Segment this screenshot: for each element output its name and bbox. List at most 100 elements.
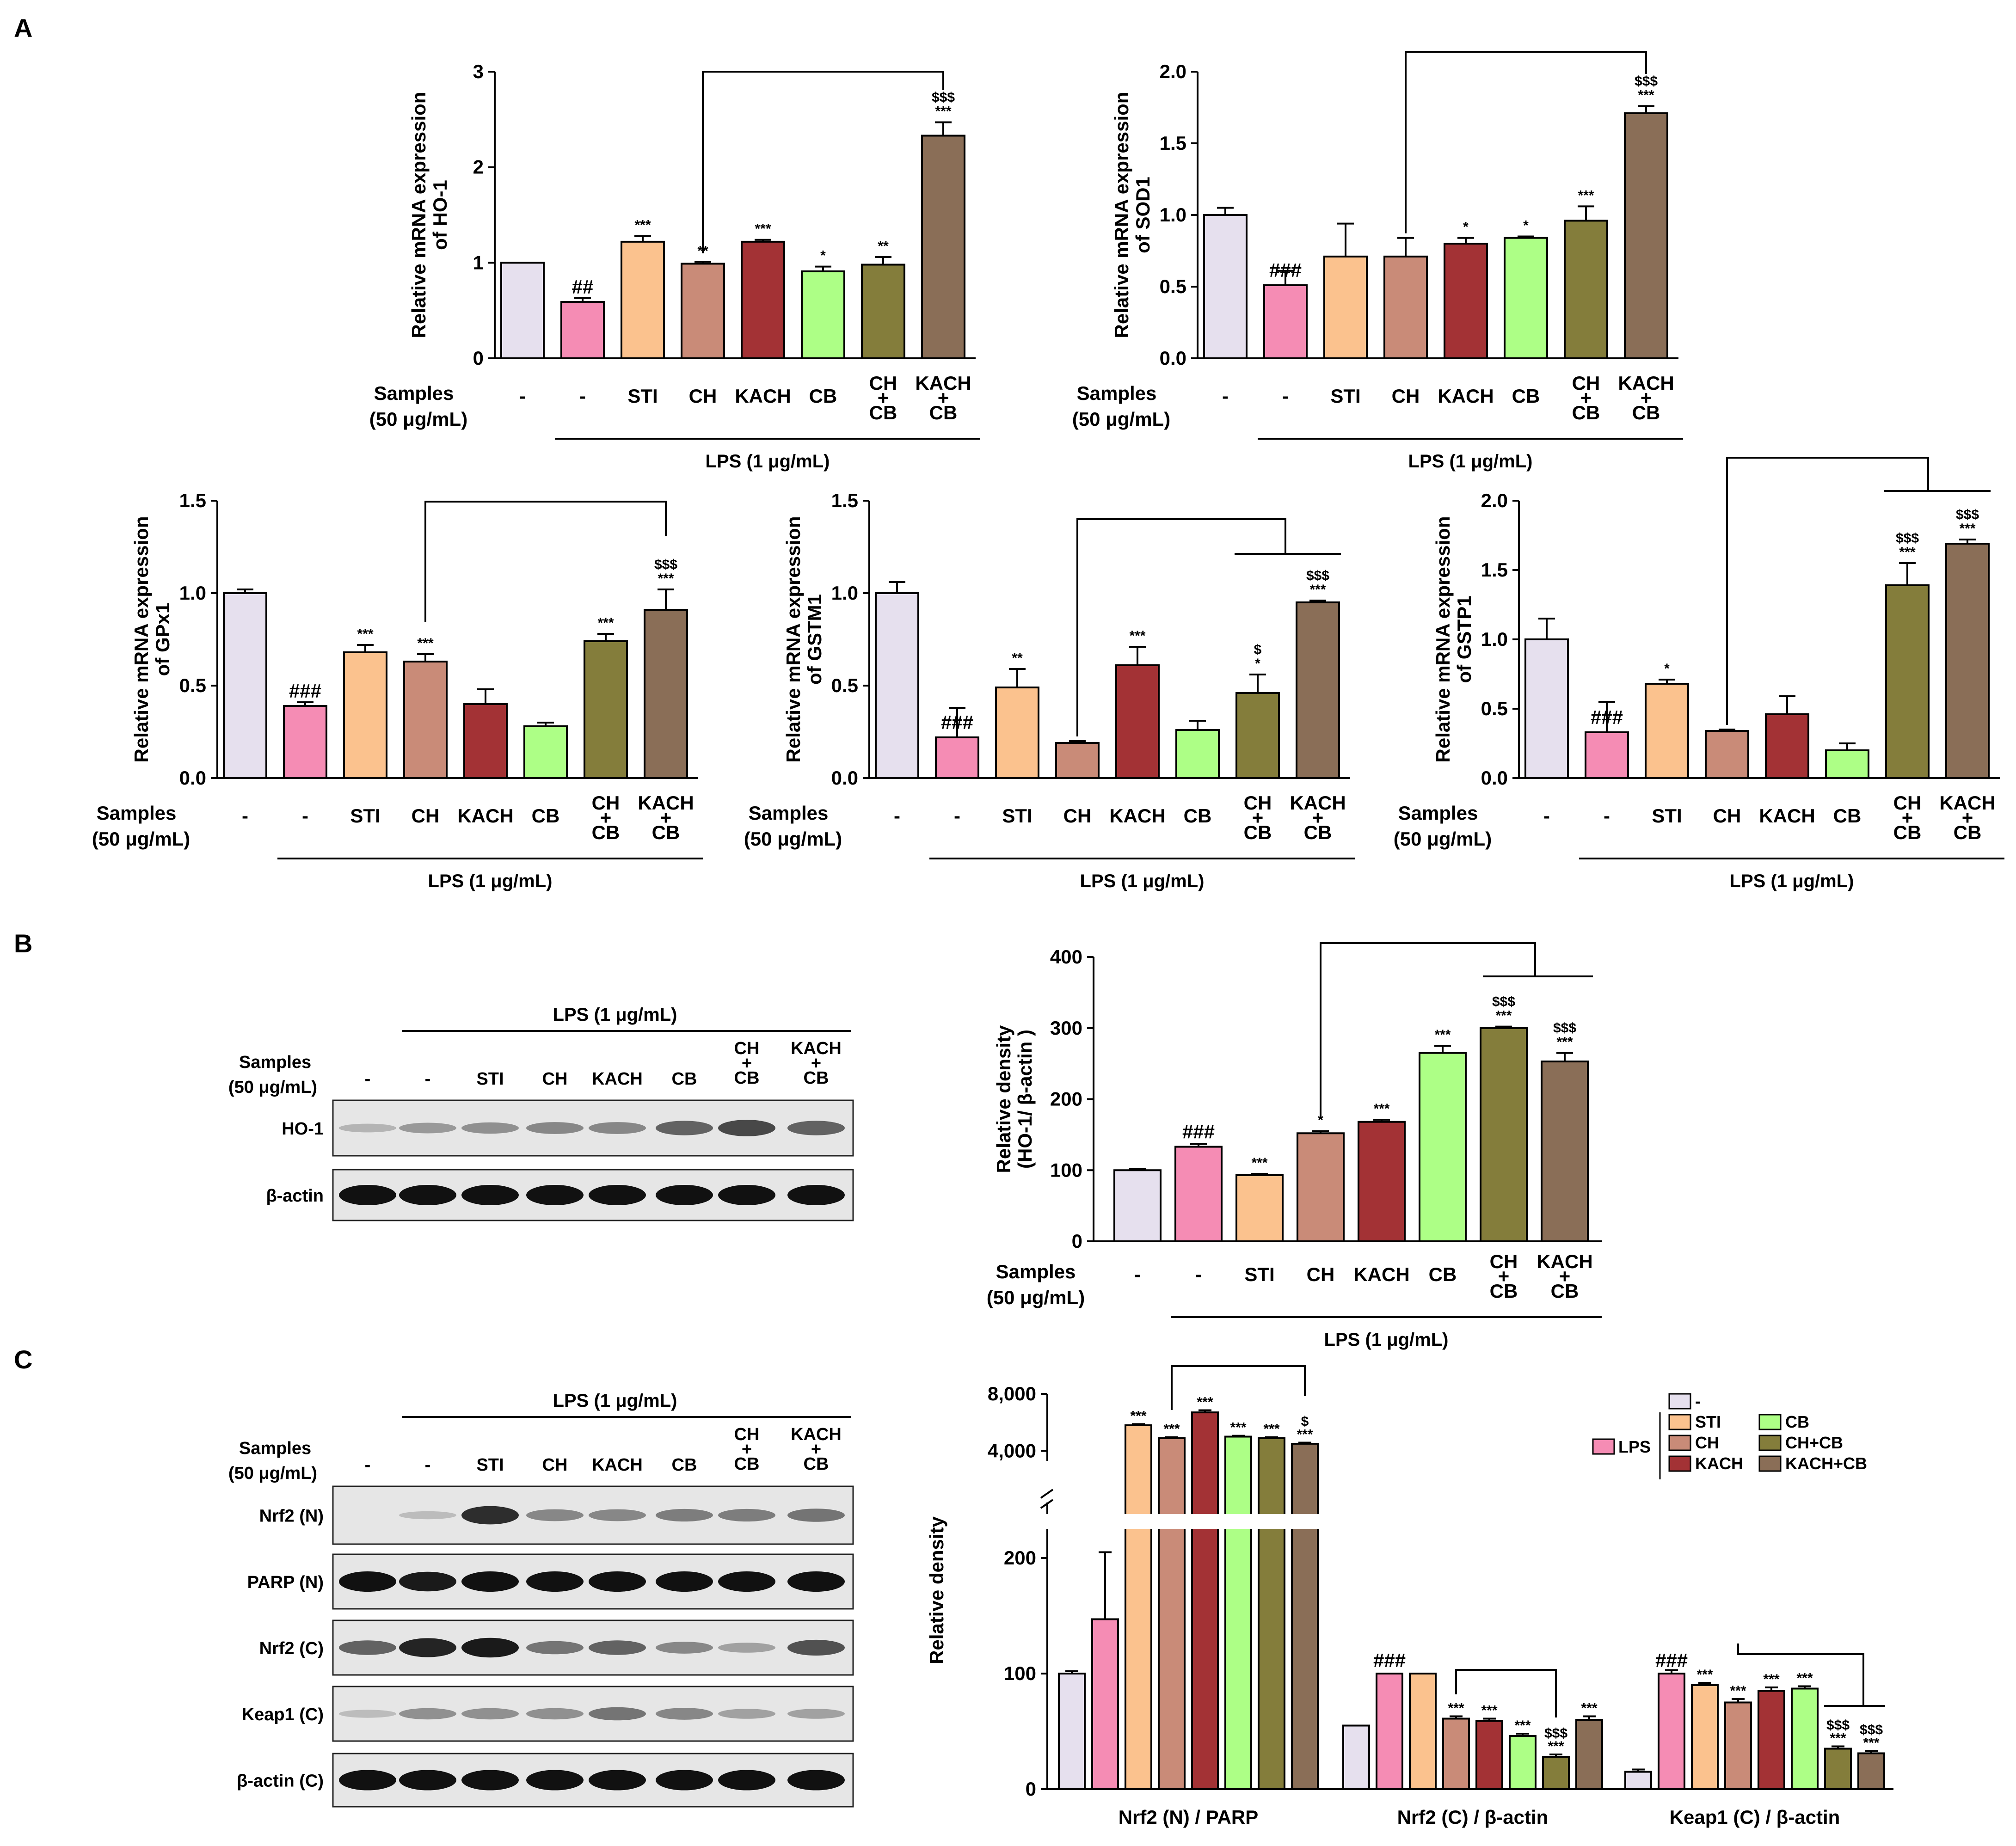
bar	[500, 262, 545, 359]
significance-label: ***	[1448, 1701, 1464, 1716]
y-tick-label: 0	[473, 347, 484, 369]
significance-label: ***	[1163, 1422, 1180, 1437]
x-tick-label: CH	[592, 792, 620, 814]
x-tick-label: KACH	[638, 792, 694, 814]
significance-label: $$$	[1956, 507, 1979, 522]
bar	[1575, 1719, 1603, 1790]
x-tick-label: KACH	[457, 805, 513, 827]
significance-label: $$$	[1492, 994, 1515, 1010]
bar	[1383, 255, 1428, 360]
legend-label: KACH+CB	[1785, 1454, 1867, 1473]
samples-conc-label: (50 μg/mL)	[744, 828, 842, 850]
lps-label: LPS (1 μg/mL)	[428, 871, 553, 891]
bar	[1296, 601, 1340, 779]
blot-band	[718, 1571, 775, 1592]
comparison-bracket	[1455, 1669, 1557, 1717]
x-tick-label: +	[600, 807, 612, 828]
chart-gpx1-mrna: 0.0 0.5 1.0 1.5 Relative mRNA expression of G…	[92, 490, 703, 891]
significance-label: *	[1318, 1113, 1323, 1128]
blot-band	[787, 1509, 845, 1522]
bar	[644, 609, 688, 779]
comparison-bracket	[1076, 518, 1286, 736]
blot-band	[589, 1571, 646, 1592]
y-tick-label: 300	[1050, 1017, 1082, 1039]
x-tick-label: +	[1962, 807, 1973, 828]
y-axis-label: (HO-1/ β-actin )	[1014, 1030, 1036, 1169]
blot-band	[339, 1185, 396, 1205]
legend-swatch	[1668, 1393, 1691, 1410]
y-axis-label: of HO-1	[429, 180, 451, 250]
bar	[1624, 112, 1668, 359]
axis-break-mark	[1040, 1499, 1054, 1509]
blot-band	[787, 1639, 845, 1656]
bar	[1480, 1027, 1528, 1242]
x-tick-label: CB	[1490, 1280, 1518, 1302]
bar	[1585, 731, 1629, 779]
bar	[403, 661, 448, 779]
bar	[523, 725, 568, 779]
bar	[1509, 1735, 1537, 1790]
significance-label: ***	[1129, 628, 1145, 644]
significance-label: $$$	[1826, 1718, 1850, 1733]
comparison-bracket	[1405, 51, 1647, 233]
significance-label: *	[1255, 656, 1260, 671]
y-tick-label: 200	[1004, 1547, 1036, 1569]
bar	[1475, 1720, 1503, 1790]
bar	[1175, 729, 1220, 779]
significance-label: ***	[1495, 1008, 1512, 1024]
bar	[681, 263, 725, 360]
lane-label: CH	[734, 1425, 760, 1444]
group-label: Keap1 (C) / β-actin	[1670, 1806, 1840, 1828]
blot-strip	[332, 1485, 854, 1545]
bar	[1376, 1673, 1403, 1790]
significance-label: ***	[1481, 1703, 1497, 1718]
blot-band	[718, 1120, 775, 1136]
chart-gstm1-mrna: 0.0 0.5 1.0 1.5 Relative mRNA expression of G…	[744, 490, 1355, 891]
x-tick-label: -	[579, 385, 586, 407]
blot-band	[656, 1770, 713, 1791]
x-tick-label: STI	[1002, 805, 1032, 827]
blot-band	[526, 1185, 584, 1205]
blot-band	[399, 1638, 456, 1657]
y-tick-label: 1.5	[179, 490, 206, 511]
lps-label: LPS (1 μg/mL)	[1408, 451, 1533, 472]
blot-band	[718, 1709, 775, 1719]
significance-label: ***	[1197, 1394, 1213, 1410]
blot-band	[787, 1770, 845, 1791]
significance-label: ***	[1763, 1672, 1779, 1687]
blot-band	[656, 1509, 713, 1522]
x-tick-label: STI	[1330, 385, 1360, 407]
blot-band	[718, 1509, 775, 1522]
x-tick-label: -	[1222, 385, 1229, 407]
x-tick-label: CB	[1893, 822, 1922, 843]
samples-conc-label: (50 μg/mL)	[1394, 828, 1492, 850]
legend-label: KACH	[1695, 1454, 1743, 1473]
legend-label: CH	[1695, 1433, 1719, 1452]
significance-label: ***	[1130, 1408, 1146, 1423]
x-tick-label: CH	[1307, 1263, 1335, 1285]
significance-label: ***	[935, 104, 951, 119]
x-tick-label: CH	[869, 372, 897, 394]
x-tick-label: KACH	[1438, 385, 1494, 407]
bar	[1091, 1618, 1119, 1790]
x-tick-label: KACH	[1618, 372, 1674, 394]
bar	[343, 651, 387, 779]
significance-label: $$$	[1896, 531, 1919, 546]
y-axis-label: of GSTP1	[1453, 595, 1475, 683]
blot-row-label: β-actin (C)	[237, 1772, 324, 1791]
y-tick-label: 400	[1050, 946, 1082, 968]
significance-label: ###	[1373, 1650, 1406, 1671]
bar	[463, 703, 508, 779]
bar	[1824, 1748, 1852, 1790]
blot-band	[656, 1571, 713, 1592]
significance-label: ***	[1899, 545, 1915, 560]
bar	[1113, 1169, 1162, 1242]
x-tick-label: STI	[1652, 805, 1682, 827]
y-tick-label: 100	[1050, 1159, 1082, 1181]
comparison-bracket	[702, 71, 944, 253]
samples-conc-label: (50 μg/mL)	[92, 828, 190, 850]
x-tick-label: CB	[1429, 1263, 1457, 1285]
significance-label: ***	[1251, 1155, 1267, 1171]
y-tick-label: 1.0	[831, 582, 858, 604]
significance-label: ###	[941, 711, 973, 733]
